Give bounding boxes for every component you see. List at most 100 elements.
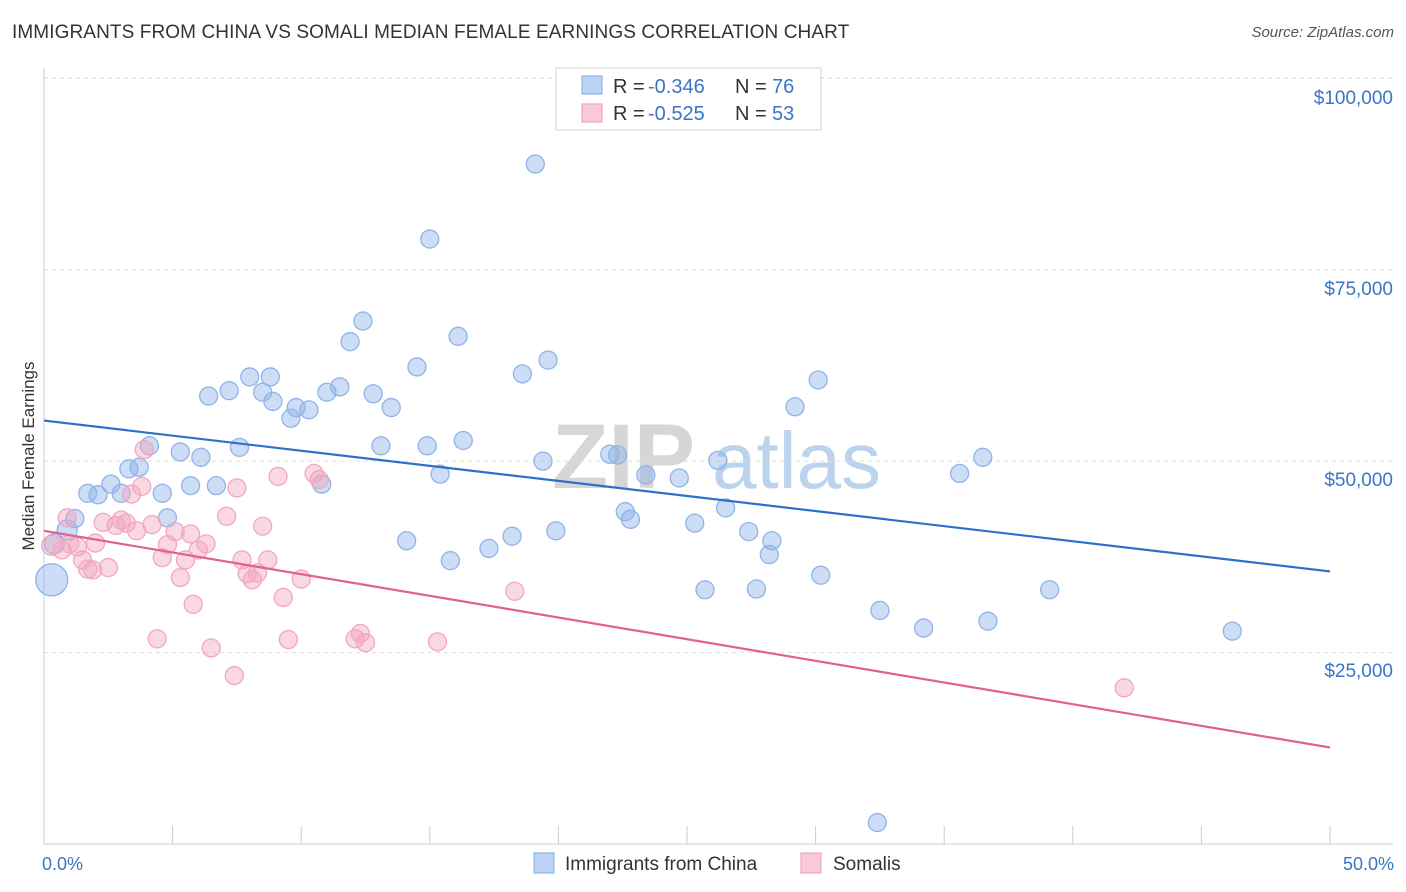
china-point	[340, 332, 360, 352]
china-point	[978, 611, 998, 631]
china-point	[708, 450, 728, 471]
china-point	[129, 457, 149, 477]
somalis-point	[57, 508, 77, 528]
china-point	[525, 154, 545, 174]
china-point	[620, 509, 641, 529]
somalis-point	[216, 506, 237, 526]
china-point	[870, 600, 890, 621]
legend-r-label: R =	[613, 76, 645, 98]
china-point	[811, 565, 831, 585]
china-point	[440, 551, 461, 571]
legend-swatch-china	[581, 75, 603, 95]
legend-swatch-somalis	[581, 103, 603, 123]
china-point	[973, 447, 993, 467]
china-point	[420, 229, 440, 249]
somalis-point	[116, 513, 136, 533]
watermark-zip: ZIP	[552, 406, 695, 508]
somalis-point	[188, 540, 208, 560]
watermark-atlas: atlas	[712, 416, 881, 505]
china-point	[746, 579, 767, 599]
china-point	[260, 367, 280, 387]
somalis-point	[111, 510, 131, 530]
somalis-point	[227, 478, 247, 498]
china-point	[949, 463, 970, 484]
china-point	[1040, 580, 1060, 600]
somalis-point	[183, 594, 203, 614]
china-point	[739, 521, 759, 542]
somalis-point	[85, 533, 106, 553]
bottom-legend-swatch-china	[533, 852, 555, 874]
chart-title: IMMIGRANTS FROM CHINA VS SOMALI MEDIAN F…	[12, 22, 850, 43]
y-tick-label: $50,000	[1324, 470, 1393, 491]
china-point	[240, 367, 260, 387]
china-point	[453, 430, 473, 451]
china-point	[1222, 621, 1242, 641]
china-point	[600, 444, 620, 464]
somalis-point	[224, 665, 244, 686]
china-point	[417, 436, 437, 456]
somalis-point	[201, 638, 221, 658]
bottom-legend-label-somalis: Somalis	[833, 854, 901, 875]
trend-lines	[43, 419, 1331, 749]
x-tick-label-min: 0.0%	[42, 854, 83, 874]
china-point	[546, 521, 566, 541]
y-tick-label: $25,000	[1324, 661, 1393, 682]
china-point	[512, 364, 533, 384]
china-point	[191, 447, 211, 467]
china-point	[785, 397, 805, 417]
somalis-point	[350, 623, 371, 644]
china-point	[867, 812, 887, 833]
somalis-point	[1114, 678, 1134, 698]
somalis-point	[304, 463, 324, 484]
legend-r-value-china: -0.346	[648, 76, 705, 98]
china-point	[198, 386, 219, 406]
bottom-legend-swatch-somalis	[800, 852, 822, 874]
somalis-point	[273, 587, 293, 608]
somalis-point	[268, 466, 288, 487]
somalis-point	[147, 629, 167, 649]
somalis-point	[252, 516, 273, 536]
somalis-point	[196, 534, 216, 554]
china-point	[407, 357, 427, 377]
trend-line-somalis	[43, 529, 1331, 749]
china-point	[430, 464, 450, 484]
series-china-points	[35, 154, 1242, 833]
legend: R = -0.346 N = 76 R = -0.525 N = 53	[555, 67, 822, 131]
bottom-legend-label-china: Immigrants from China	[565, 854, 758, 875]
legend-n-value-china: 76	[772, 76, 794, 98]
china-point	[538, 350, 558, 370]
china-point	[281, 408, 301, 428]
china-point	[397, 531, 417, 551]
china-point	[808, 370, 828, 390]
somalis-point	[165, 521, 185, 542]
legend-n-label: N =	[735, 76, 767, 98]
chart-source: Source: ZipAtlas.com	[1251, 24, 1394, 41]
x-tick-marks	[43, 826, 1331, 844]
china-point	[479, 538, 499, 559]
china-point	[330, 377, 350, 397]
china-point	[913, 618, 934, 638]
legend-r-value-somalis: -0.525	[648, 103, 705, 125]
somalis-point	[278, 629, 298, 650]
somalis-point	[41, 534, 63, 557]
china-point	[35, 563, 69, 597]
china-point	[180, 475, 201, 496]
somalis-point	[505, 581, 525, 601]
y-axis-label: Median Female Earnings	[19, 362, 38, 551]
somalis-point	[83, 560, 103, 580]
somalis-point	[78, 559, 98, 579]
china-point	[636, 465, 656, 485]
china-point	[762, 531, 782, 551]
china-point	[695, 580, 715, 600]
somalis-point	[132, 476, 152, 497]
somalis-point	[72, 550, 93, 570]
china-point	[206, 475, 226, 496]
china-point	[715, 498, 736, 518]
china-point	[363, 384, 383, 404]
china-point	[88, 485, 108, 505]
china-point	[533, 451, 553, 471]
legend-r-label: R =	[613, 103, 645, 125]
china-point	[607, 445, 628, 465]
china-point	[353, 311, 373, 331]
